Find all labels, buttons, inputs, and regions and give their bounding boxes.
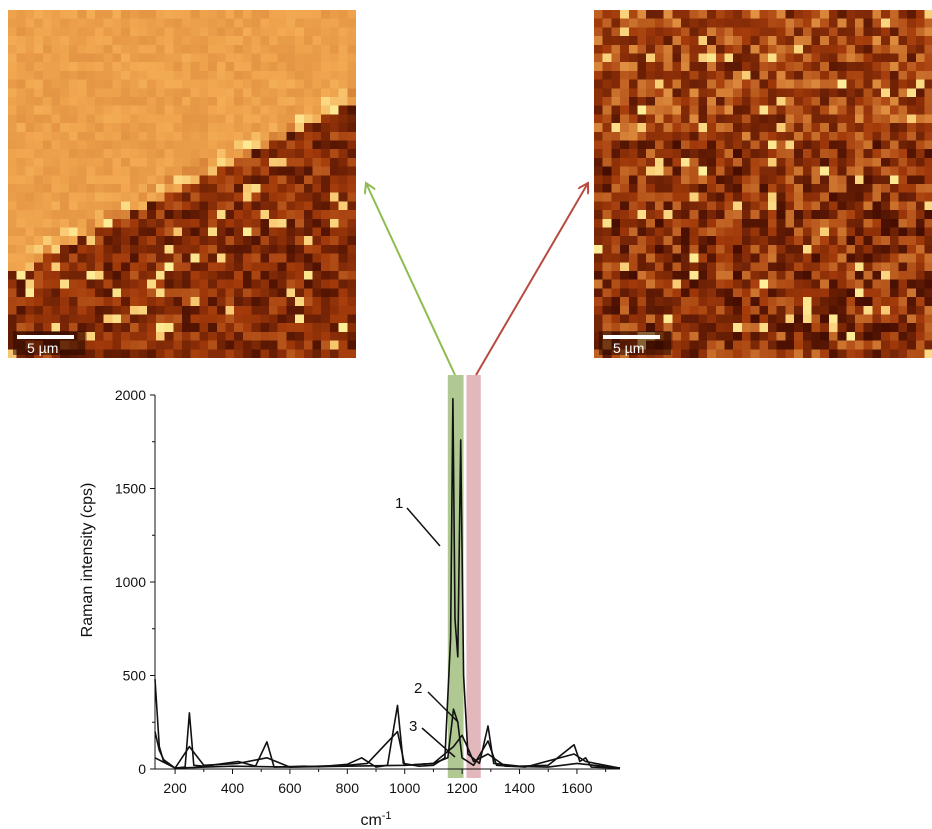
x-tick-label: 1600 <box>561 780 592 796</box>
raman-map-image-right <box>594 10 932 358</box>
x-axis-label-text: cm <box>360 812 381 829</box>
x-tick-label: 800 <box>336 780 360 796</box>
annotation-leader-1 <box>406 507 441 547</box>
scalebar-left: 5 µm <box>13 331 85 356</box>
y-tick-label: 500 <box>123 668 147 684</box>
annotation-label-1: 1 <box>395 495 403 512</box>
scalebar-right: 5 µm <box>599 331 671 356</box>
x-tick-label: 1000 <box>389 780 420 796</box>
spectrum-line-3 <box>154 734 621 769</box>
arrow-to-right-map <box>475 183 588 376</box>
annotation-label-3: 3 <box>409 718 417 735</box>
y-tick-label: 1000 <box>115 574 146 590</box>
y-tick-label: 1500 <box>115 481 146 497</box>
annotation-label-2: 2 <box>414 680 422 697</box>
spectrum-line-1 <box>154 397 621 769</box>
spectrum-line-2 <box>154 708 621 769</box>
raman-map-right: 5 µm <box>594 10 932 358</box>
highlight-band-red <box>466 375 481 778</box>
y-tick-label: 2000 <box>115 387 146 403</box>
raman-map-left: 5 µm <box>8 10 356 358</box>
x-tick-label: 1400 <box>504 780 535 796</box>
y-axis-label: Raman intensity (cps) <box>79 483 96 638</box>
raman-map-image-left <box>8 10 356 358</box>
x-tick-label: 600 <box>278 780 302 796</box>
x-axis-label-superscript: -1 <box>382 810 392 822</box>
scalebar-label: 5 µm <box>613 340 645 356</box>
scalebar-label: 5 µm <box>27 340 59 356</box>
scalebar-line <box>17 335 74 339</box>
annotation-leader-3 <box>421 727 456 758</box>
x-tick-label: 400 <box>221 780 245 796</box>
x-tick-label: 200 <box>163 780 187 796</box>
x-axis-label: cm-1 <box>360 810 391 829</box>
annotation-leader-2 <box>427 691 459 723</box>
x-tick-label: 1200 <box>447 780 478 796</box>
scalebar-line <box>603 335 660 339</box>
y-tick-label: 0 <box>138 761 146 777</box>
arrow-to-left-map <box>366 183 456 376</box>
